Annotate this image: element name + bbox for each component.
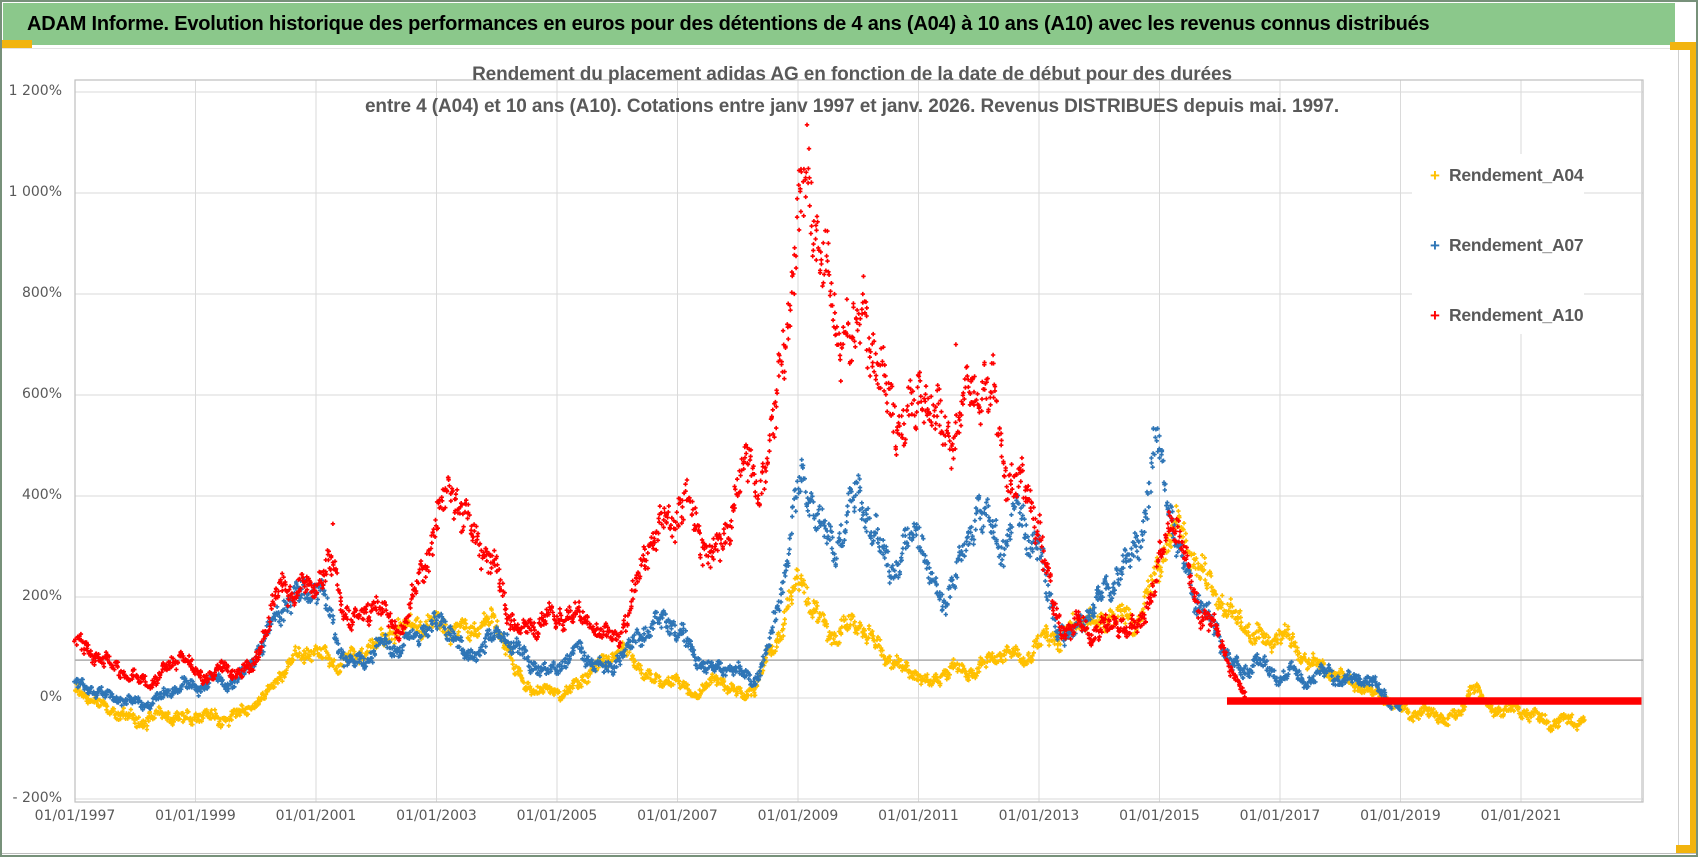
plus-marker-icon: + bbox=[1430, 235, 1440, 255]
x-tick-label: 01/01/2021 bbox=[1480, 808, 1562, 824]
chart-legend: + Rendement_A04 + Rendement_A07 + Rendem… bbox=[1412, 154, 1584, 334]
y-tick-label: 600% bbox=[21, 386, 62, 402]
legend-item-rendement-a07[interactable]: + Rendement_A07 bbox=[1412, 232, 1584, 258]
x-tick-label: 01/01/2003 bbox=[396, 808, 477, 824]
y-axis-labels: 1 200% 1 000% 800% 600% 400% 200% 0% - 200% bbox=[2, 2, 66, 855]
plus-marker-icon: + bbox=[1430, 305, 1440, 325]
x-tick-label: 01/01/2011 bbox=[878, 808, 959, 824]
selection-accent-right[interactable] bbox=[1690, 42, 1696, 853]
x-tick-label: 01/01/2001 bbox=[275, 808, 357, 824]
plus-marker-icon: + bbox=[1430, 165, 1440, 185]
legend-label: Rendement_A07 bbox=[1448, 234, 1584, 255]
plot-border bbox=[74, 79, 1644, 803]
chart-title-line1: Rendement du placement adidas AG en fonc… bbox=[472, 64, 1232, 85]
legend-label: Rendement_A10 bbox=[1448, 304, 1584, 325]
selection-accent-top-left bbox=[2, 40, 32, 48]
y-tick-label: 1 200% bbox=[8, 83, 62, 99]
series-points-rendement_a10 bbox=[72, 122, 1248, 700]
legend-label: Rendement_A04 bbox=[1448, 164, 1584, 185]
window-bottom-line bbox=[2, 853, 1696, 854]
y-tick-label: 200% bbox=[21, 588, 62, 604]
x-tick-label: 01/01/1999 bbox=[155, 808, 236, 824]
x-tick-label: 01/01/2009 bbox=[757, 808, 839, 824]
x-tick-label: 01/01/2015 bbox=[1119, 808, 1200, 824]
window-edge-line bbox=[1678, 49, 1679, 852]
x-tick-label: 01/01/2013 bbox=[998, 808, 1080, 824]
y-tick-label: - 200% bbox=[12, 790, 62, 806]
x-tick-label: 01/01/2017 bbox=[1239, 808, 1321, 824]
y-tick-label: 400% bbox=[21, 487, 62, 503]
y-tick-label: 800% bbox=[21, 285, 62, 301]
series-points-rendement_a07 bbox=[72, 426, 1403, 712]
x-tick-label: 01/01/2007 bbox=[637, 808, 718, 824]
header-bar: ADAM Informe. Evolution historique des p… bbox=[3, 3, 1675, 45]
legend-item-rendement-a10[interactable]: + Rendement_A10 bbox=[1412, 302, 1584, 328]
selection-accent-top-right bbox=[1670, 42, 1696, 50]
x-tick-label: 01/01/1997 bbox=[34, 808, 116, 824]
x-tick-label: 01/01/2005 bbox=[516, 808, 598, 824]
y-tick-label: 0% bbox=[39, 689, 62, 705]
header-divider bbox=[2, 48, 1678, 49]
chart-title-line2: entre 4 (A04) et 10 ans (A10). Cotations… bbox=[364, 96, 1340, 117]
selection-accent-bottom-right bbox=[1676, 845, 1696, 853]
y-tick-label: 1 000% bbox=[8, 184, 62, 200]
header-title: ADAM Informe. Evolution historique des p… bbox=[27, 12, 1430, 35]
legend-item-rendement-a04[interactable]: + Rendement_A04 bbox=[1412, 162, 1584, 188]
x-tick-label: 01/01/2019 bbox=[1360, 808, 1441, 824]
